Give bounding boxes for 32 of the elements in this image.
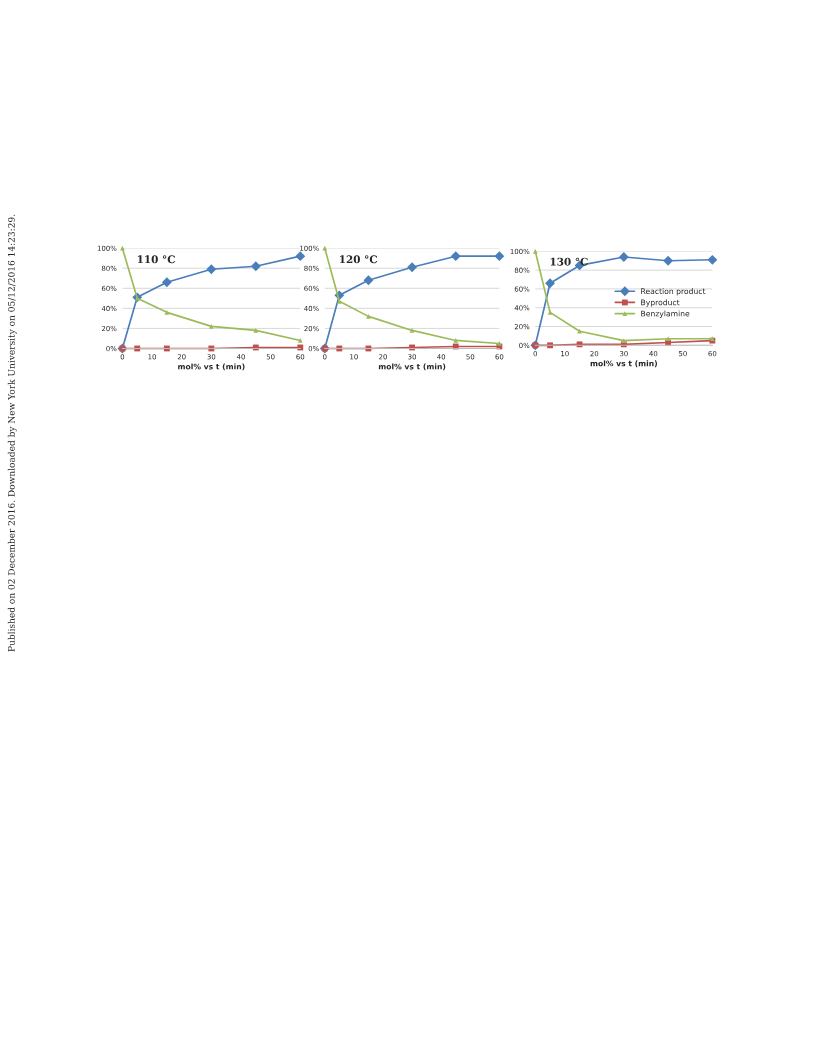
point	[208, 324, 214, 329]
text: 120 °C	[340, 255, 378, 264]
point	[409, 328, 415, 333]
point	[407, 262, 417, 273]
point	[450, 251, 461, 262]
point	[363, 275, 374, 286]
point	[497, 341, 502, 346]
point	[532, 248, 538, 254]
point	[322, 245, 328, 251]
chart-title: 130 °C	[550, 257, 588, 266]
point	[366, 314, 371, 319]
point	[250, 261, 261, 272]
point	[336, 298, 342, 304]
point	[297, 338, 303, 343]
point	[621, 338, 627, 343]
point	[577, 328, 582, 334]
point	[545, 278, 555, 289]
text: 110 °C	[137, 255, 175, 264]
point	[295, 251, 306, 262]
point	[547, 310, 553, 315]
point	[494, 251, 505, 262]
point	[663, 255, 674, 266]
point	[665, 336, 671, 342]
point	[120, 245, 125, 251]
point	[453, 338, 459, 343]
point	[206, 264, 217, 275]
text: Published on 02 December 2016. Downloaded by New York University on 05/12/2016 14:23:29.	[7, 214, 17, 652]
point	[618, 252, 629, 262]
point	[253, 328, 259, 333]
point	[161, 277, 172, 288]
point	[707, 254, 718, 265]
point	[164, 310, 170, 315]
